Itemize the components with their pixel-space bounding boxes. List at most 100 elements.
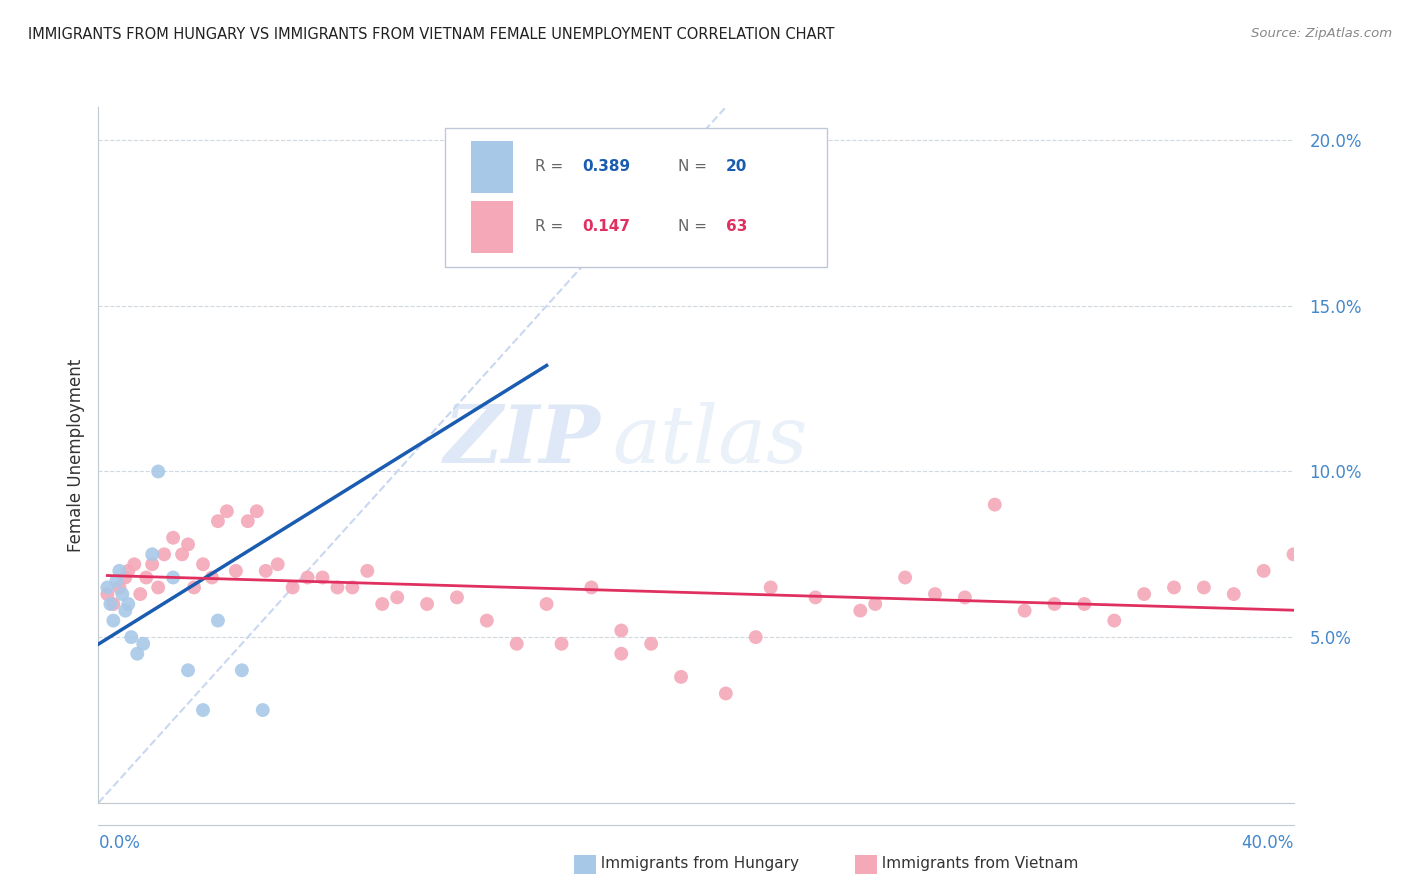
Text: Source: ZipAtlas.com: Source: ZipAtlas.com	[1251, 27, 1392, 40]
Text: IMMIGRANTS FROM HUNGARY VS IMMIGRANTS FROM VIETNAM FEMALE UNEMPLOYMENT CORRELATI: IMMIGRANTS FROM HUNGARY VS IMMIGRANTS FR…	[28, 27, 835, 42]
Point	[446, 591, 468, 605]
Point	[120, 630, 142, 644]
Point	[148, 465, 170, 479]
Text: 20: 20	[725, 160, 747, 174]
Point	[177, 537, 200, 551]
Bar	[471, 141, 513, 194]
Point	[267, 558, 290, 572]
Point	[124, 558, 146, 572]
Text: 63: 63	[725, 219, 747, 235]
Point	[252, 703, 274, 717]
Point	[506, 637, 529, 651]
Point	[416, 597, 439, 611]
Point	[924, 587, 946, 601]
Point	[183, 581, 205, 595]
Point	[162, 531, 184, 545]
Point	[172, 547, 194, 561]
Point	[714, 686, 737, 700]
Point	[849, 604, 872, 618]
Point	[141, 547, 163, 561]
Point	[385, 591, 409, 605]
Text: 40.0%: 40.0%	[1241, 834, 1294, 852]
Text: 0.0%: 0.0%	[98, 834, 141, 852]
Point	[141, 558, 163, 572]
Point	[207, 614, 229, 628]
Text: N =: N =	[678, 160, 711, 174]
Point	[108, 581, 131, 595]
Point	[117, 564, 139, 578]
Point	[127, 647, 149, 661]
Point	[132, 637, 155, 651]
Point	[225, 564, 247, 578]
Point	[983, 498, 1005, 512]
Point	[105, 574, 128, 588]
Point	[129, 587, 152, 601]
Point	[231, 663, 253, 677]
Point	[96, 581, 118, 595]
Y-axis label: Female Unemployment: Female Unemployment	[66, 359, 84, 551]
Point	[246, 504, 269, 518]
Text: Immigrants from Hungary: Immigrants from Hungary	[591, 856, 799, 871]
Point	[669, 670, 692, 684]
Point	[153, 547, 176, 561]
Point	[804, 591, 827, 605]
Point	[201, 570, 224, 584]
Point	[610, 647, 633, 661]
Text: atlas: atlas	[612, 402, 807, 480]
Point	[342, 581, 364, 595]
Text: 0.147: 0.147	[582, 219, 630, 235]
Point	[114, 604, 136, 618]
Point	[371, 597, 394, 611]
Text: R =: R =	[534, 160, 568, 174]
Point	[215, 504, 238, 518]
Point	[865, 597, 887, 611]
Point	[1104, 614, 1126, 628]
Point	[326, 581, 349, 595]
Point	[111, 587, 134, 601]
Point	[135, 570, 157, 584]
Point	[207, 514, 229, 528]
Point	[759, 581, 782, 595]
Text: Immigrants from Vietnam: Immigrants from Vietnam	[872, 856, 1078, 871]
Point	[114, 570, 136, 584]
Point	[281, 581, 304, 595]
Point	[191, 703, 214, 717]
Point	[1163, 581, 1185, 595]
Point	[953, 591, 976, 605]
Point	[162, 570, 184, 584]
Point	[191, 558, 214, 572]
Point	[894, 570, 917, 584]
Text: 0.389: 0.389	[582, 160, 630, 174]
Point	[581, 581, 603, 595]
Point	[98, 597, 122, 611]
Point	[1253, 564, 1275, 578]
Point	[117, 597, 139, 611]
Point	[475, 614, 498, 628]
Point	[1043, 597, 1066, 611]
Point	[1192, 581, 1215, 595]
FancyBboxPatch shape	[444, 128, 827, 267]
Point	[1133, 587, 1156, 601]
Point	[177, 663, 200, 677]
Point	[1014, 604, 1036, 618]
Point	[96, 587, 118, 601]
Point	[536, 233, 558, 247]
Point	[148, 581, 170, 595]
Point	[254, 564, 277, 578]
Text: N =: N =	[678, 219, 711, 235]
Point	[1073, 597, 1095, 611]
Point	[1282, 547, 1305, 561]
Point	[550, 637, 572, 651]
Point	[103, 597, 125, 611]
Point	[610, 624, 633, 638]
Point	[640, 637, 662, 651]
Point	[1223, 587, 1246, 601]
Text: R =: R =	[534, 219, 568, 235]
Point	[536, 597, 558, 611]
Point	[356, 564, 378, 578]
Point	[103, 614, 125, 628]
Bar	[471, 202, 513, 253]
Point	[745, 630, 768, 644]
Text: ZIP: ZIP	[443, 402, 600, 480]
Point	[236, 514, 259, 528]
